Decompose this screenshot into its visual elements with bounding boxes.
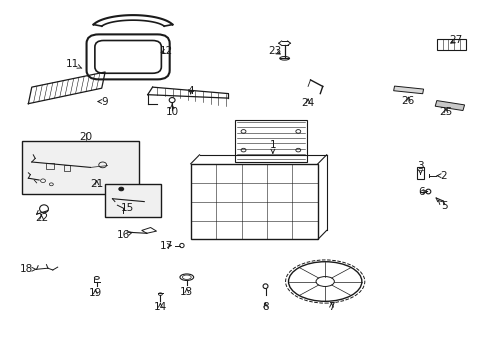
Text: 6: 6 xyxy=(417,186,427,197)
Text: 23: 23 xyxy=(267,46,281,56)
Bar xyxy=(63,165,70,171)
Text: 21: 21 xyxy=(90,179,103,189)
Bar xyxy=(22,141,139,194)
Text: 24: 24 xyxy=(301,98,314,108)
Bar xyxy=(436,39,465,50)
Bar xyxy=(393,86,423,94)
Text: 9: 9 xyxy=(98,96,108,107)
Text: 11: 11 xyxy=(65,59,81,69)
Text: 26: 26 xyxy=(401,96,414,106)
Text: 27: 27 xyxy=(448,35,462,45)
Bar xyxy=(416,167,424,179)
Bar xyxy=(105,184,161,217)
Text: 8: 8 xyxy=(262,302,268,312)
Text: 15: 15 xyxy=(120,203,134,213)
Text: 3: 3 xyxy=(416,161,423,174)
Text: 25: 25 xyxy=(438,107,452,117)
Text: 13: 13 xyxy=(180,287,193,297)
Text: 18: 18 xyxy=(20,264,36,274)
Text: 4: 4 xyxy=(187,86,194,96)
Bar xyxy=(234,120,306,162)
Text: 19: 19 xyxy=(88,288,102,298)
Text: 12: 12 xyxy=(159,46,173,56)
Text: 2: 2 xyxy=(436,171,447,181)
Bar xyxy=(434,100,464,111)
Bar xyxy=(46,163,54,169)
Bar xyxy=(190,164,317,239)
Text: 10: 10 xyxy=(165,104,178,117)
Text: 1: 1 xyxy=(269,140,276,153)
Text: 7: 7 xyxy=(327,302,334,312)
Text: 5: 5 xyxy=(437,200,447,211)
Text: 16: 16 xyxy=(116,230,132,240)
Text: 14: 14 xyxy=(153,302,167,312)
Text: 22: 22 xyxy=(35,213,48,223)
Ellipse shape xyxy=(119,187,123,191)
Text: 17: 17 xyxy=(159,240,173,251)
Text: 20: 20 xyxy=(79,132,92,142)
